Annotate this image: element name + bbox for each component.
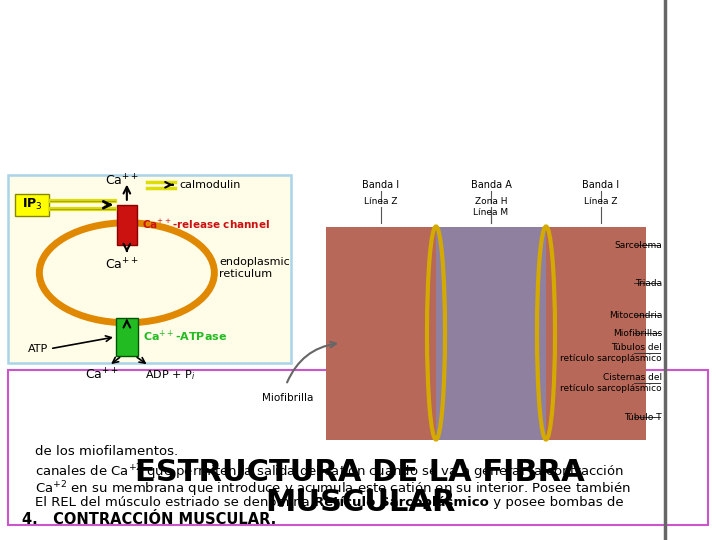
Text: Sarcolema: Sarcolema [614, 240, 662, 249]
Text: y posee bombas de: y posee bombas de [489, 496, 624, 509]
Text: Línea Z: Línea Z [584, 197, 618, 206]
Text: Túbulo T: Túbulo T [624, 413, 662, 422]
Text: Ca$^{+2}$ en su membrana que introduce y acumula este catión en su interior. Pos: Ca$^{+2}$ en su membrana que introduce y… [35, 479, 631, 498]
Text: Banda I: Banda I [362, 180, 400, 190]
Text: Ca$^{++}$: Ca$^{++}$ [105, 257, 139, 272]
Text: Cisternas del
retículo sarcoplásmico: Cisternas del retículo sarcoplásmico [560, 373, 662, 393]
Bar [296, 175, 656, 225]
Bar [117, 205, 137, 245]
Bar [326, 227, 436, 440]
Text: Túbulos del
retículo sarcoplásmico: Túbulos del retículo sarcoplásmico [560, 343, 662, 363]
Bar [546, 227, 646, 440]
Text: Mitocondria: Mitocondria [608, 310, 662, 320]
Bar [8, 175, 291, 363]
Text: Banda A: Banda A [471, 180, 511, 190]
Text: Miofibrilla: Miofibrilla [262, 393, 314, 403]
Bar [116, 318, 138, 356]
Bar [436, 227, 546, 440]
Text: endoplasmic
reticulum: endoplasmic reticulum [220, 257, 290, 279]
Text: Línea Z: Línea Z [364, 197, 397, 206]
FancyBboxPatch shape [15, 194, 49, 216]
Text: Ca$^{++}$-ATPase: Ca$^{++}$-ATPase [143, 329, 227, 345]
Text: ESTRUCTURA DE LA FIBRA: ESTRUCTURA DE LA FIBRA [135, 458, 585, 487]
Text: IP$_3$: IP$_3$ [22, 197, 42, 212]
Text: Triada: Triada [635, 279, 662, 287]
Bar [326, 227, 636, 440]
Text: 4.   CONTRACCIÓN MUSCULAR.: 4. CONTRACCIÓN MUSCULAR. [22, 512, 276, 527]
Text: calmodulin: calmodulin [180, 180, 241, 190]
Text: Banda I: Banda I [582, 180, 620, 190]
Bar [8, 370, 708, 525]
Text: Ca$^{++}$: Ca$^{++}$ [85, 368, 119, 383]
Text: ADP + P$_i$: ADP + P$_i$ [145, 368, 195, 382]
Text: ATP: ATP [28, 344, 48, 354]
Text: MUSCULAR: MUSCULAR [265, 488, 455, 517]
Text: Retículo Sarcoplásmico: Retículo Sarcoplásmico [314, 496, 489, 509]
Text: Línea M: Línea M [474, 208, 508, 217]
Text: de los miofilamentos.: de los miofilamentos. [35, 445, 178, 458]
Text: Ca$^{++}$-release channel: Ca$^{++}$-release channel [142, 218, 270, 231]
Text: El REL del músculo estriado se denomina: El REL del músculo estriado se denomina [35, 496, 314, 509]
Text: Ca$^{++}$: Ca$^{++}$ [105, 173, 139, 189]
Text: Zona H: Zona H [474, 197, 508, 206]
Text: canales de Ca$^{+2}$ que permiten la salida del catión cuando se va a generar la: canales de Ca$^{+2}$ que permiten la sal… [35, 462, 624, 482]
Text: Miofibrillas: Miofibrillas [613, 328, 662, 338]
